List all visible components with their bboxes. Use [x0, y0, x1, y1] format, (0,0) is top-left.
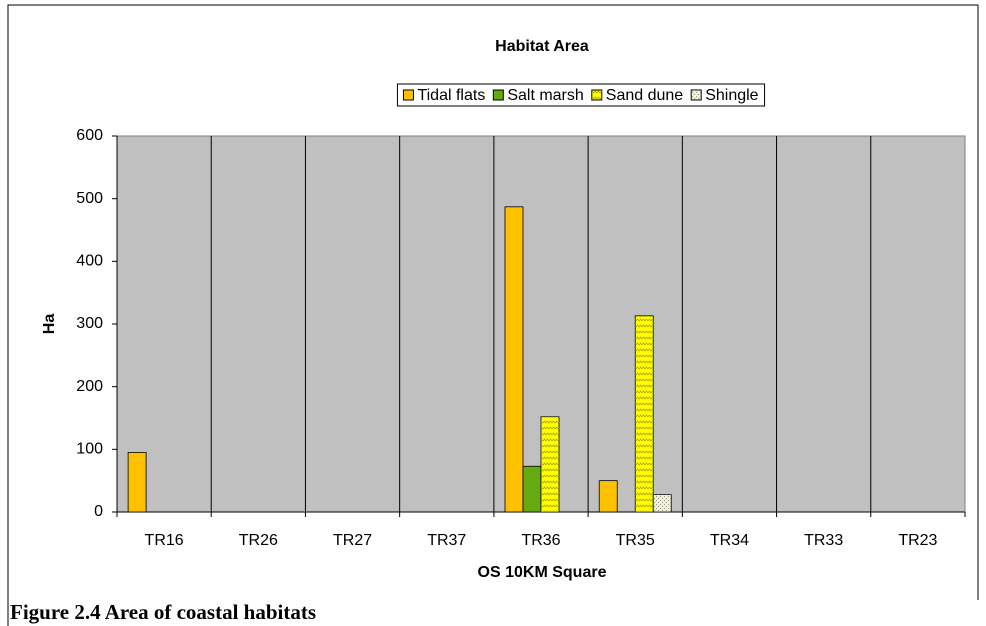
x-tick-label: TR16 — [145, 532, 184, 549]
y-tick-label: 200 — [76, 378, 103, 395]
legend-label: Tidal flats — [417, 87, 485, 104]
bar-pattern — [541, 416, 559, 512]
y-tick-label: 400 — [76, 253, 103, 270]
y-tick-label: 300 — [76, 315, 103, 332]
bar — [504, 206, 524, 513]
bar — [598, 480, 618, 513]
x-tick-label: TR26 — [239, 532, 278, 549]
x-tick-label: TR37 — [427, 532, 466, 549]
y-tick-label: 500 — [76, 190, 103, 207]
x-axis-label: OS 10KM Square — [478, 564, 607, 581]
legend-swatch-pattern — [591, 90, 602, 100]
y-tick-label: 600 — [76, 127, 103, 144]
x-tick-label: TR36 — [521, 532, 560, 549]
x-tick-label: TR27 — [333, 532, 372, 549]
bar-pattern — [635, 315, 654, 512]
legend-swatch — [402, 89, 414, 101]
x-tick-label: TR23 — [898, 532, 937, 549]
chart-title: Habitat Area — [495, 38, 589, 55]
legend — [396, 83, 766, 107]
y-tick-label: 100 — [76, 441, 103, 458]
bar — [522, 465, 542, 513]
legend-label: Salt marsh — [507, 87, 583, 104]
y-axis-label: Ha — [41, 314, 58, 335]
legend-swatch-pattern — [691, 90, 702, 100]
bar-pattern — [653, 494, 672, 512]
legend-label: Shingle — [705, 87, 758, 104]
x-tick-label: TR34 — [710, 532, 749, 549]
legend-label: Sand dune — [606, 87, 684, 104]
bar — [127, 452, 147, 513]
chart-frame — [7, 4, 979, 626]
x-tick-label: TR35 — [616, 532, 655, 549]
y-tick-label: 0 — [94, 503, 103, 520]
legend-swatch — [492, 89, 504, 101]
caption: Figure 2.4 Area of coastal habitats — [10, 600, 316, 624]
x-tick-label: TR33 — [804, 532, 843, 549]
